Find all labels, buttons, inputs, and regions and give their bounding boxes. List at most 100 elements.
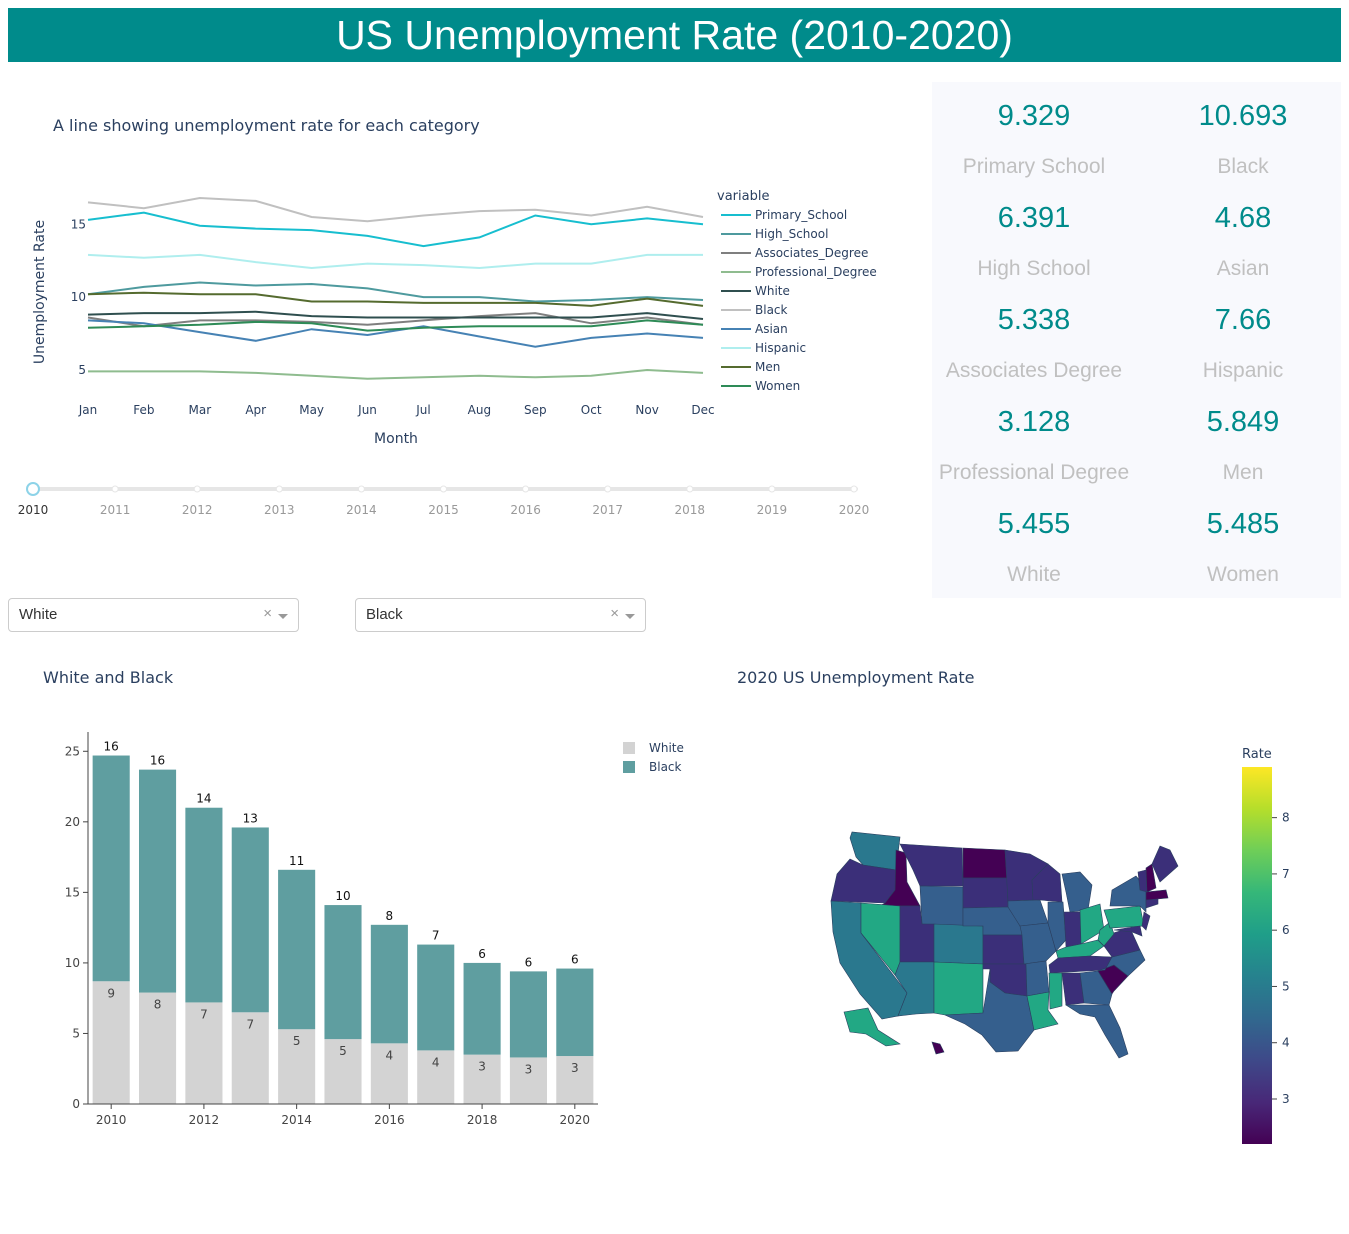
line-chart: A line showing unemployment rate for eac… [32,116,877,447]
bar-label-white: 7 [246,1017,254,1031]
y-tick-label: 15 [71,217,86,231]
stat-value: 3.128 [997,406,1071,438]
bar-label-white: 4 [386,1048,394,1062]
dropdown-selected-value: White [19,606,58,623]
state-il [1047,901,1067,952]
legend-swatch [623,742,635,754]
colorbar-tick-label: 7 [1282,867,1290,881]
slider-year-label: 2011 [100,503,131,517]
slider-mark [440,485,447,493]
bar-black [185,807,223,1003]
slider-year-label: 2016 [510,503,541,517]
state-nm [933,961,984,1016]
slider-mark [275,485,283,493]
slider-mark [357,485,365,493]
legend-item: Hispanic [755,341,806,355]
bar-white [370,1043,408,1104]
colorbar-tick-label: 3 [1282,1092,1290,1106]
bar-label-black: 13 [243,811,258,825]
clear-icon[interactable]: × [263,605,272,622]
bar-label-black: 11 [289,854,304,868]
stat-label: White [1007,563,1061,586]
stat-value: 10.693 [1198,100,1288,132]
state-hi [931,1041,945,1055]
slider-handle[interactable] [26,482,40,496]
bar-white [417,1050,455,1104]
slider-year-label: 2015 [428,503,459,517]
bar-label-white: 5 [293,1034,301,1048]
stat-value: 9.329 [997,100,1071,132]
stat-value: 7.66 [1214,304,1272,336]
dropdown-selected-value: Black [366,606,403,623]
state-mt [899,843,964,887]
bar-white [556,1056,594,1104]
x-tick-label: Jun [357,403,377,417]
legend-title: variable [717,189,769,204]
bar-label-black: 7 [432,929,440,943]
stat-label: Men [1222,461,1264,484]
state-ms [1048,972,1063,1010]
slider-mark [850,485,858,493]
legend-item: Black [649,760,682,774]
y-tick-label: 10 [65,956,80,970]
bar-white [139,992,177,1104]
slider-year-label: 2020 [839,503,870,517]
series-line-associates-degree [87,312,704,328]
series-line-asian [87,319,704,348]
stat-value: 5.338 [997,304,1071,336]
bar-label-black: 16 [104,740,119,754]
legend-item: White [755,284,790,298]
legend-item: White [649,741,684,755]
bar-white [278,1029,316,1104]
chevron-down-icon[interactable] [625,614,635,619]
bar-black [370,924,408,1044]
year-slider[interactable]: 2010 2011 2012 2013 2014 2015 2016 2017 2018 2019… [0,470,920,530]
colorbar [1242,767,1272,1144]
x-tick-label: Sep [524,403,547,417]
slider-year-label: 2019 [757,503,788,517]
stat-value: 5.849 [1206,406,1280,438]
clear-icon[interactable]: × [610,605,619,622]
series-line-high-school [87,281,704,303]
bar-black [417,944,455,1051]
state-ks [982,934,1025,965]
chevron-down-icon[interactable] [278,614,288,619]
series-line-men [87,291,704,307]
category-dropdown-2[interactable]: Black × [355,598,646,632]
x-tick-label: 2014 [281,1113,312,1127]
series-line-black [87,196,704,223]
state-mi [1061,871,1093,913]
stacked-bar-chart: White and Black 0 5 10 15 20 25 9 16 2010 8 16 7 14 20… [43,668,684,1127]
bar-black [463,962,501,1055]
state-wy [919,885,964,927]
legend-item: Primary_School [755,208,847,222]
map-title: 2020 US Unemployment Rate [737,668,975,687]
x-tick-label: Oct [581,403,602,417]
stat-label: Professional Degree [938,461,1130,484]
bar-label-black: 10 [335,889,350,903]
stat-label: Black [1217,155,1269,178]
state-in [1063,911,1082,948]
stat-value: 5.455 [997,508,1071,540]
x-tick-label: Mar [188,403,211,417]
line-chart-title: A line showing unemployment rate for eac… [53,116,480,135]
bar-white [185,1002,223,1104]
bar-label-white: 8 [154,998,162,1012]
slider-year-label: 2010 [18,503,49,517]
x-tick-label: Apr [245,403,266,417]
category-dropdown-1[interactable]: White × [8,598,299,632]
series-line-white [87,310,704,320]
legend-item: Professional_Degree [755,265,877,279]
stat-label: Associates Degree [945,359,1123,382]
bar-chart-title: White and Black [43,668,174,687]
state-ak [843,1007,901,1047]
bar-black [231,827,269,1013]
x-tick-label: 2010 [96,1113,127,1127]
bar-label-black: 6 [571,953,579,967]
legend-swatch [623,761,635,773]
state-fl [1064,1004,1129,1059]
bar-label-white: 5 [339,1044,347,1058]
colorbar-tick-label: 5 [1282,979,1290,993]
x-tick-label: Jul [415,403,430,417]
series-line-professional-degree [88,368,704,380]
